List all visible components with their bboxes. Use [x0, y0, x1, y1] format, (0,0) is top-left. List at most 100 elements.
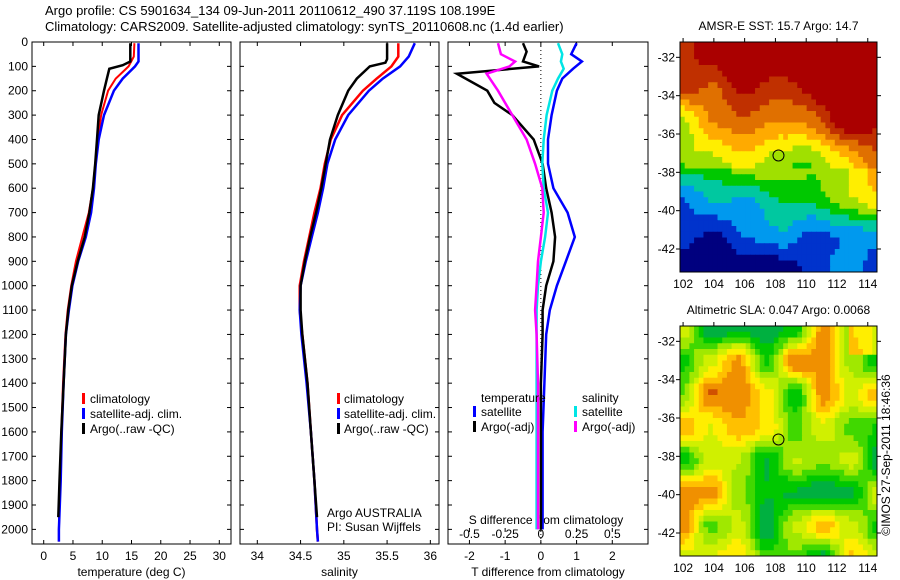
heatmap-cell: [830, 47, 836, 54]
heatmap-cell: [834, 441, 840, 448]
heatmap-cell: [839, 406, 845, 413]
heatmap-cell: [755, 185, 761, 192]
heatmap-cell: [858, 151, 864, 158]
heatmap-cell: [680, 243, 686, 250]
heatmap-cell: [792, 203, 798, 210]
heatmap-cell: [783, 93, 789, 100]
heatmap-cell: [862, 458, 869, 465]
heatmap-cell: [731, 377, 737, 384]
heatmap-cell: [689, 354, 695, 361]
heatmap-cell: [703, 254, 709, 261]
heatmap-cell: [764, 53, 770, 60]
heatmap-cell: [769, 266, 775, 273]
x-tick-label-secondary: -0.25: [491, 527, 519, 541]
heatmap-cell: [816, 343, 822, 350]
heatmap-cell: [745, 168, 751, 175]
legend-swatch: [473, 421, 476, 432]
heatmap-cell: [703, 180, 709, 187]
heatmap-cell: [830, 423, 836, 430]
heatmap-cell: [764, 423, 770, 430]
heatmap-cell: [764, 343, 770, 350]
heatmap-cell: [853, 249, 859, 256]
heatmap-cell: [801, 111, 808, 118]
heatmap-cell: [703, 70, 709, 77]
heatmap-cell: [726, 76, 733, 83]
heatmap-cell: [820, 458, 826, 465]
heatmap-cell: [750, 366, 756, 373]
heatmap-cell: [816, 441, 822, 448]
heatmap-cell: [736, 260, 742, 267]
heatmap-cell: [698, 498, 704, 505]
heatmap-cell: [736, 70, 742, 77]
heatmap-cell: [801, 208, 808, 215]
heatmap-cell: [853, 418, 859, 425]
heatmap-cell: [689, 418, 695, 425]
heatmap-cell: [858, 331, 864, 338]
heatmap-cell: [872, 88, 878, 95]
heatmap-cell: [848, 395, 855, 402]
heatmap-cell: [792, 99, 798, 106]
heatmap-cell: [722, 337, 728, 344]
heatmap-cell: [736, 208, 742, 215]
heatmap-cell: [759, 220, 765, 227]
heatmap-cell: [712, 510, 719, 517]
annotation-pi: PI: Susan Wijffels: [327, 520, 421, 534]
heatmap-cell: [820, 521, 826, 528]
heatmap-cell: [745, 510, 751, 517]
heatmap-cell: [755, 544, 761, 551]
heatmap-cell: [731, 128, 737, 135]
heatmap-cell: [773, 145, 779, 152]
heatmap-cell: [830, 93, 836, 100]
heatmap-cell: [862, 203, 869, 210]
heatmap-cell: [680, 88, 686, 95]
heatmap-cell: [811, 53, 817, 60]
heatmap-cell: [736, 550, 742, 557]
heatmap-cell: [778, 504, 784, 511]
heatmap-cell: [684, 354, 690, 361]
heatmap-cell: [844, 469, 850, 476]
legend-swatch: [337, 423, 340, 434]
heatmap-cell: [717, 203, 723, 210]
heatmap-cell: [778, 533, 784, 540]
heatmap-cell: [764, 533, 770, 540]
heatmap-cell: [806, 220, 812, 227]
heatmap-cell: [726, 354, 733, 361]
heatmap-cell: [792, 76, 798, 83]
heatmap-cell: [769, 469, 775, 476]
heatmap-cell: [862, 231, 869, 238]
heatmap-cell: [867, 418, 873, 425]
heatmap-cell: [811, 337, 817, 344]
heatmap-cell: [816, 544, 822, 551]
heatmap-cell: [745, 214, 751, 221]
heatmap-cell: [736, 65, 742, 72]
heatmap-cell: [755, 492, 761, 499]
heatmap-cell: [726, 128, 733, 135]
heatmap-cell: [773, 418, 779, 425]
heatmap-cell: [712, 452, 719, 459]
heatmap-cell: [778, 337, 784, 344]
heatmap-cell: [848, 487, 855, 494]
heatmap-cell: [844, 76, 850, 83]
heatmap-cell: [708, 93, 714, 100]
heatmap-cell: [820, 208, 826, 215]
heatmap-cell: [792, 446, 798, 453]
heatmap-cell: [792, 487, 798, 494]
heatmap-cell: [731, 266, 737, 273]
heatmap-cell: [745, 400, 751, 407]
heatmap-cell: [717, 343, 723, 350]
heatmap-cell: [708, 174, 714, 181]
heatmap-cell: [722, 487, 728, 494]
heatmap-cell: [806, 145, 812, 152]
heatmap-cell: [783, 116, 789, 123]
heatmap-cell: [769, 197, 775, 204]
heatmap-cell: [816, 174, 822, 181]
heatmap-cell: [755, 343, 761, 350]
heatmap-cell: [783, 429, 789, 436]
heatmap-cell: [825, 527, 831, 534]
y-tick-label: -34: [658, 89, 676, 103]
heatmap-cell: [703, 441, 709, 448]
heatmap-cell: [801, 128, 808, 135]
heatmap-cell: [708, 191, 714, 198]
heatmap-cell: [853, 65, 859, 72]
heatmap-cell: [750, 464, 756, 471]
